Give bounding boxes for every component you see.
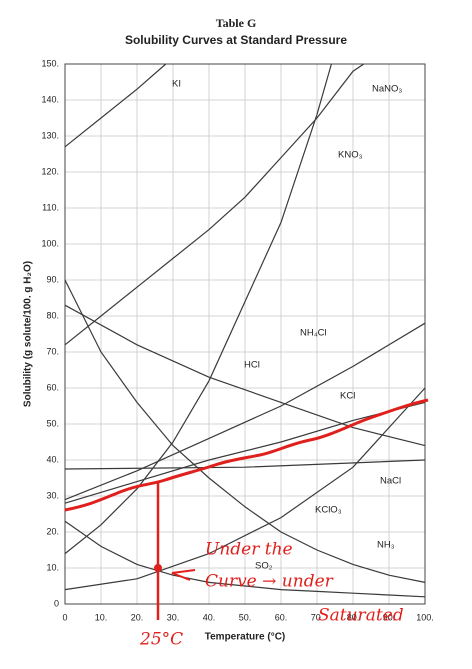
chart-title: Table G <box>216 16 257 30</box>
series-label: KNO₃ <box>338 150 363 161</box>
y-tick-label: 70. <box>46 346 59 356</box>
y-tick-label: 100. <box>41 238 59 248</box>
x-tick-label: 100. <box>416 612 434 622</box>
x-tick-label: 30. <box>167 612 180 622</box>
solubility-curve <box>64 520 426 598</box>
series-label: NH₄Cl <box>300 328 327 339</box>
y-tick-label: 50. <box>46 418 59 428</box>
solubility-curve <box>64 387 426 591</box>
x-tick-label: 40. <box>203 612 216 622</box>
series-label: NaCl <box>380 476 401 487</box>
y-tick-label: 130. <box>41 130 59 140</box>
series-label: KClO₃ <box>315 505 342 516</box>
x-tick-label: 20. <box>131 612 144 622</box>
series-label: KI <box>172 79 181 90</box>
y-axis-label: Solubility (g solute/100. g H₂O) <box>23 261 34 407</box>
series-label: HCl <box>244 360 260 371</box>
x-tick-label: 90. <box>383 612 396 622</box>
annotation: 25°C <box>139 630 183 650</box>
y-tick-label: 90. <box>46 274 59 284</box>
x-axis-label: Temperature (°C) <box>205 632 286 643</box>
solubility-curve <box>64 279 426 583</box>
x-tick-label: 50. <box>239 612 252 622</box>
solubility-curve <box>64 63 365 346</box>
red-arrow <box>171 569 196 581</box>
y-tick-label: 150. <box>41 58 59 68</box>
series-label: SO₂ <box>255 561 273 572</box>
red-trace <box>64 398 429 512</box>
solubility-curve <box>64 459 426 470</box>
chart-subtitle: Solubility Curves at Standard Pressure <box>125 33 347 47</box>
x-tick-label: 60. <box>275 612 288 622</box>
solubility-curve <box>64 401 426 504</box>
y-tick-label: 140. <box>41 94 59 104</box>
solubility-curve <box>64 63 332 555</box>
annotation: Under the <box>205 540 293 560</box>
solubility-curve <box>64 63 167 148</box>
plot-area: 0 10. 20. 30. 40. 50. 60. 70. 80. 90. 100. 0 10. 20. 3… <box>41 58 433 622</box>
y-tick-label: 10. <box>46 562 59 572</box>
y-tick-label: 0 <box>54 598 59 608</box>
plot-frame <box>64 63 426 605</box>
series-label: KCl <box>340 391 355 402</box>
x-tick-label: 70. <box>311 612 324 622</box>
solubility-curve <box>64 322 426 501</box>
x-tick-label: 0 <box>62 612 67 622</box>
y-tick-label: 60. <box>46 382 59 392</box>
y-tick-label: 30. <box>46 490 59 500</box>
y-tick-label: 40. <box>46 454 59 464</box>
y-tick-label: 80. <box>46 310 59 320</box>
series-label: NH₃ <box>377 540 395 551</box>
annotation: Saturated <box>318 606 404 626</box>
annotation: Curve → under <box>205 572 334 592</box>
solubility-curve <box>64 304 426 447</box>
x-tick-label: 10. <box>95 612 108 622</box>
y-tick-label: 120. <box>41 166 59 176</box>
series-label: NaNO₃ <box>372 84 402 95</box>
y-tick-label: 110. <box>42 202 59 212</box>
y-tick-label: 20. <box>46 526 59 536</box>
red-dot <box>154 564 162 572</box>
x-tick-label: 80. <box>347 612 360 622</box>
